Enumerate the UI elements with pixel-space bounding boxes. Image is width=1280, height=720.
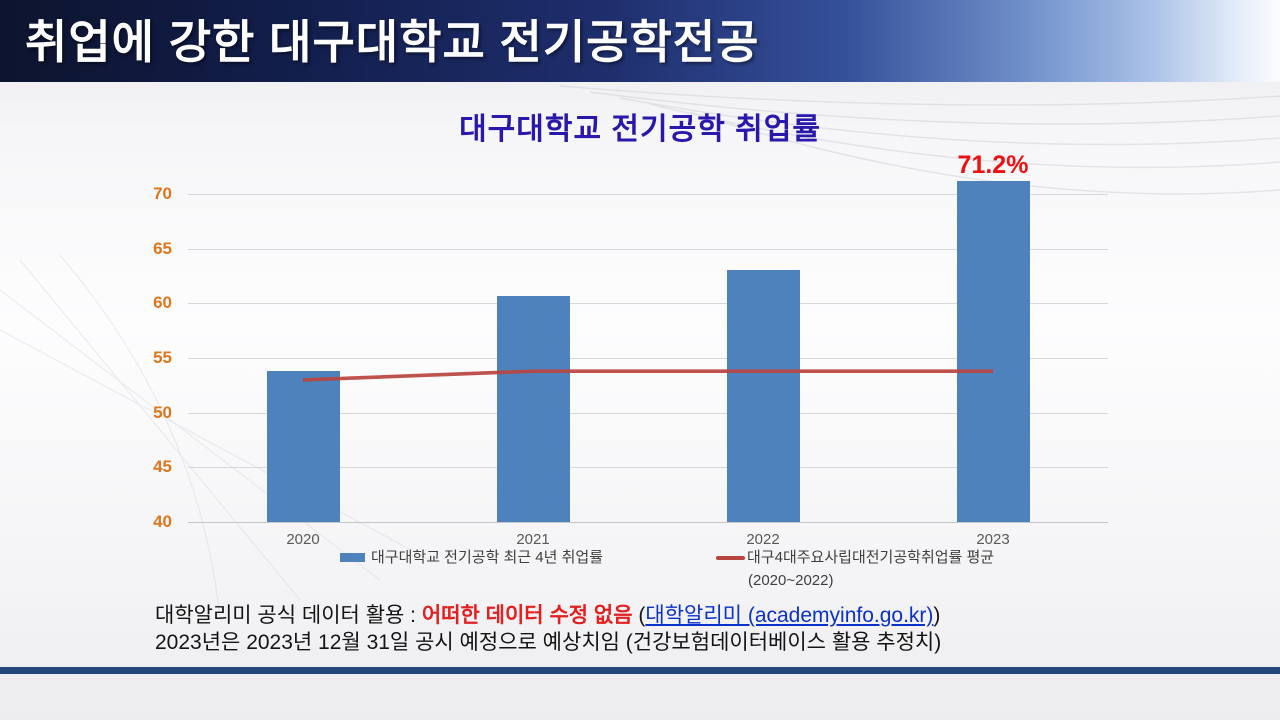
- bar-2023: [956, 180, 1030, 522]
- y-axis-tick-label: 45: [153, 457, 172, 477]
- bar-2021: [496, 295, 570, 522]
- footnote-line-1: 대학알리미 공식 데이터 활용 : 어떠한 데이터 수정 없음 (대학알리미 (…: [155, 602, 1215, 629]
- legend-line-swatch: [716, 556, 745, 560]
- chart-title: 대구대학교 전기공학 취업률: [459, 113, 821, 146]
- gridline-60: [188, 303, 1108, 305]
- legend-line-label: 대구4대주요사립대전기공학취업률 평균: [747, 549, 995, 566]
- x-axis-tick-label: 2021: [516, 531, 550, 548]
- legend-line-sublabel: (2020~2022): [748, 572, 834, 589]
- footnote-line-2: 2023년은 2023년 12월 31일 공시 예정으로 예상치임 (건강보험데…: [155, 631, 942, 654]
- footnote-text: 대학알리미 공식 데이터 활용 :: [155, 604, 422, 627]
- gridline-65: [188, 248, 1108, 250]
- bar-value-annotation: 71.2%: [957, 150, 1029, 179]
- y-axis-tick-label: 70: [153, 184, 172, 204]
- y-axis-tick-label: 65: [153, 238, 172, 258]
- y-axis-tick-label: 40: [153, 512, 172, 531]
- x-axis-tick-label: 2020: [286, 531, 320, 548]
- average-line: [302, 369, 993, 382]
- bar-2020: [266, 371, 340, 522]
- footnote-text: (: [632, 604, 646, 627]
- slide-title: 취업에 강한 대구대학교 전기공학전공: [25, 16, 760, 68]
- legend-bar-swatch: [340, 553, 365, 562]
- gridline-40: [188, 522, 1108, 523]
- y-axis-tick-label: 50: [153, 402, 172, 422]
- legend-bar-label: 대구대학교 전기공학 최근 4년 취업률: [371, 549, 604, 566]
- footnote-text: ): [933, 604, 941, 627]
- gridline-45: [188, 467, 1108, 469]
- gridline-50: [188, 412, 1108, 414]
- footnote: 대학알리미 공식 데이터 활용 : 어떠한 데이터 수정 없음 (대학알리미 (…: [155, 602, 1215, 656]
- header-bar: 취업에 강한 대구대학교 전기공학전공: [0, 0, 1280, 82]
- x-axis-tick-label: 2022: [746, 531, 780, 548]
- academyinfo-link[interactable]: 대학알리미 (academyinfo.go.kr): [645, 604, 934, 627]
- y-axis-tick-label: 60: [153, 293, 172, 313]
- footnote-highlight: 어떠한 데이터 수정 없음: [421, 604, 633, 627]
- bar-2022: [726, 269, 800, 522]
- y-axis-tick-label: 55: [153, 348, 172, 368]
- gridline-70: [188, 194, 1108, 196]
- gridline-55: [188, 358, 1108, 360]
- bottom-accent-bar: [0, 667, 1280, 674]
- x-axis-tick-label: 2023: [976, 531, 1010, 548]
